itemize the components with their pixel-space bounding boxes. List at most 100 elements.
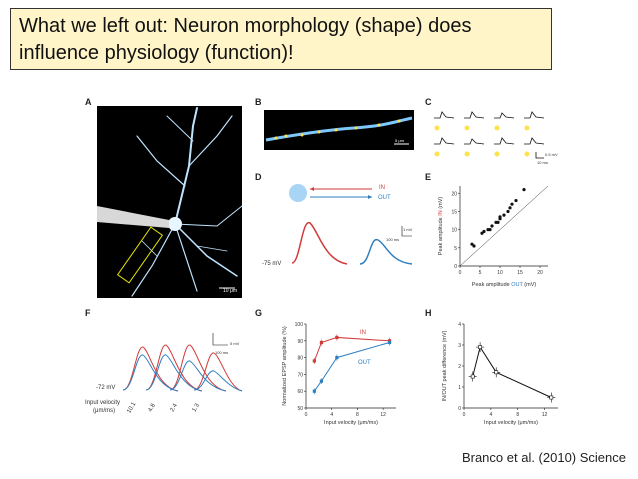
panel-d-diagram (289, 184, 413, 265)
panel-e-point (502, 213, 506, 217)
panel-d-in-label: IN (379, 185, 385, 191)
panel-h-letter: H (425, 308, 432, 318)
panel-g-point (335, 356, 339, 360)
panel-g-x-label: Input velocity (μm/ms) (324, 420, 378, 426)
panel-h-x-tick-label: 0 (463, 412, 466, 418)
panel-c-letter: C (425, 97, 432, 107)
panel-e-point (472, 244, 476, 248)
panel-h-y-tick-label: 0 (458, 406, 461, 412)
panel-g-x-tick-label: 8 (356, 412, 359, 418)
panel-g-y-tick-label: 90 (297, 339, 303, 345)
panel-e-point (482, 229, 486, 234)
panel-g-series-line (313, 336, 390, 362)
panel-f-letter: F (85, 308, 91, 318)
panel-g-y-tick-label: 50 (297, 406, 303, 412)
panel-c-traces (434, 111, 545, 159)
panel-e-x-tick-label: 20 (537, 270, 543, 276)
panel-e-point (506, 209, 510, 214)
panel-g-y-tick-label: 100 (295, 322, 304, 328)
panel-g-x-tick-label: 0 (305, 412, 308, 418)
panel-d-vm-label: -75 mV (262, 261, 282, 267)
panel-g-point (319, 340, 324, 345)
panel-b-dendrite-image (264, 110, 414, 150)
panel-e-point (522, 188, 526, 192)
panel-h-y-label: IN/OUT peak difference (mV) (442, 330, 448, 401)
panel-g-point (319, 379, 324, 383)
panel-h-y-tick-label: 2 (458, 364, 461, 370)
panel-h-x-tick-label: 8 (516, 412, 519, 418)
panel-f-traces (122, 333, 243, 392)
panel-e-x-tick-label: 5 (479, 270, 482, 276)
panel-g-x-tick-label: 12 (380, 412, 386, 418)
panel-c-scale-v: 0.5 mV (545, 152, 558, 157)
panel-e-x-tick-label: 10 (497, 270, 503, 276)
panel-g-point (312, 359, 316, 363)
panel-g-series-line (313, 341, 390, 392)
panel-e-y-label: Peak amplitude IN (mV) (438, 197, 444, 256)
panel-e-x-label: Peak amplitude OUT (mV) (472, 282, 537, 288)
panel-e-x-tick-label: 15 (517, 270, 523, 276)
panel-e-y-label-in: IN (438, 210, 444, 216)
panel-h-y-tick-label: 3 (458, 343, 461, 349)
panel-e-y-tick-label: 5 (454, 246, 457, 252)
panel-h-point (470, 374, 475, 379)
panel-d-out-label: OUT (378, 195, 391, 201)
panel-e-y-tick-label: 10 (451, 228, 457, 234)
panel-e-point (490, 224, 494, 228)
panel-e-point (488, 228, 492, 232)
title-line-2: influence physiology (function)! (19, 42, 294, 64)
panel-e-x-label-out: OUT (511, 282, 523, 288)
panel-e-letter: E (425, 172, 432, 182)
panel-h-x-tick-label: 12 (542, 412, 548, 418)
panel-e-y-tick-label: 20 (451, 191, 457, 197)
panel-h-series-line (472, 345, 552, 398)
panel-g-y-label: Normalized EPSP amplitude (%) (282, 326, 288, 406)
panel-g-x-tick-label: 4 (330, 412, 333, 418)
panel-e-point (508, 206, 512, 210)
panel-c-scale-t: 10 ms (537, 160, 548, 165)
panel-f-scale-t: 100 ms (215, 350, 229, 355)
panel-h-y-tick-label: 1 (458, 385, 461, 391)
panel-e-point (498, 215, 502, 219)
panel-e-x-label-prefix: Peak amplitude (472, 282, 511, 288)
panel-g-point (387, 340, 392, 345)
slide-title: What we left out: Neuron morphology (sha… (10, 8, 552, 70)
title-line-1: What we left out: Neuron morphology (sha… (19, 15, 472, 37)
panel-g-letter: G (255, 308, 263, 318)
panel-a-scale: 10 μm (223, 288, 237, 294)
panel-e-x-label-unit: (mV) (523, 282, 537, 288)
panel-f-velocity-label: Input velocity (85, 400, 121, 406)
panel-d-scale-t: 100 ms (386, 237, 400, 242)
panel-b-scale: 5 μm (395, 138, 404, 143)
panel-d-scale-v: 1 mV (403, 227, 413, 232)
panel-h-point (478, 345, 483, 350)
panel-e-unity-line (459, 185, 549, 267)
panel-g-line-chart: 0 4 8 12 50 60 70 80 90 100 IN OUT Input velocity (μ… (282, 322, 396, 426)
panel-g-y-tick-label: 60 (297, 389, 303, 395)
panel-b-letter: B (255, 97, 262, 107)
panel-h-y-tick-label: 4 (458, 322, 461, 328)
panel-a-letter: A (85, 97, 92, 107)
panel-e-x-tick-label: 0 (459, 270, 462, 276)
panel-e-y-tick-label: 15 (451, 209, 457, 215)
panel-g-in-label: IN (360, 330, 366, 336)
panel-e-point (510, 202, 514, 206)
panel-g-y-tick-label: 80 (297, 356, 303, 362)
panel-f-scale-v: 5 mV (230, 341, 240, 346)
panel-g-y-tick-label: 70 (297, 372, 303, 378)
panel-e-y-label-prefix: Peak amplitude (438, 216, 444, 255)
panel-h-x-tick-label: 4 (489, 412, 492, 418)
panel-h-point (494, 370, 499, 375)
panel-e-point (514, 198, 518, 203)
panel-f-velocity-unit: (μm/ms) (93, 408, 116, 414)
panel-e-y-label-unit: (mV) (438, 197, 444, 211)
panel-g-point (312, 389, 316, 393)
panel-a-neuron-image (97, 106, 242, 298)
panel-e-point (496, 220, 500, 224)
panel-f-vm-label: -72 mV (96, 385, 116, 391)
panel-d-letter: D (255, 172, 262, 182)
panel-h-x-label: Input velocity (μm/ms) (484, 420, 538, 426)
panel-g-out-label: OUT (358, 360, 371, 366)
panel-h-point (549, 395, 554, 400)
